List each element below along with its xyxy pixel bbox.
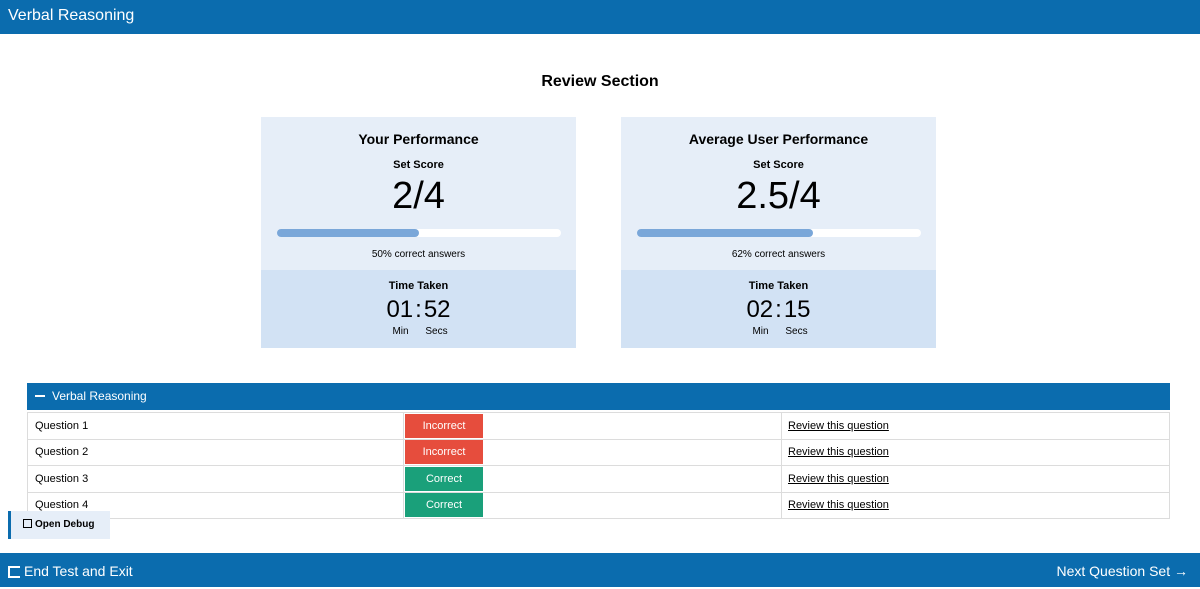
minus-icon	[35, 394, 45, 397]
external-window-icon	[23, 519, 32, 528]
score-panel: Your Performance Set Score 2/4 50% corre…	[261, 117, 576, 270]
time-minutes: 02	[746, 296, 774, 323]
time-seconds: 52	[423, 296, 451, 323]
table-row: Question 2 Incorrect Review this questio…	[27, 438, 1170, 466]
section-title: Verbal Reasoning	[52, 389, 147, 403]
exit-door-icon	[8, 566, 20, 578]
footer-bar: End Test and Exit Next Question Set →	[0, 553, 1200, 587]
next-question-set-button[interactable]: Next Question Set →	[1056, 553, 1188, 589]
percent-correct-text: 50% correct answers	[371, 249, 466, 260]
time-panel: Time Taken 02:15 Min Secs	[621, 270, 936, 348]
time-panel: Time Taken 01:52 Min Secs	[261, 270, 576, 348]
time-value: 02:15	[621, 296, 936, 324]
time-units: Min Secs	[621, 326, 936, 337]
open-debug-button[interactable]: Open Debug	[8, 511, 110, 539]
app-title: Verbal Reasoning	[8, 7, 135, 24]
minutes-unit-label: Min	[752, 326, 769, 337]
end-test-button[interactable]: End Test and Exit	[8, 553, 133, 589]
time-separator: :	[775, 296, 782, 323]
time-seconds: 15	[783, 296, 811, 323]
card-title: Average User Performance	[688, 131, 869, 147]
review-question-link[interactable]: Review this question	[788, 419, 889, 432]
review-question-link[interactable]: Review this question	[788, 472, 889, 485]
your-performance-card: Your Performance Set Score 2/4 50% corre…	[261, 117, 576, 348]
score-panel: Average User Performance Set Score 2.5/4…	[621, 117, 936, 270]
progress-bar	[277, 229, 561, 237]
questions-table: Question 1 Incorrect Review this questio…	[27, 412, 1170, 519]
minutes-unit-label: Min	[392, 326, 409, 337]
question-name: Question 3	[27, 465, 404, 493]
section-accordion-header[interactable]: Verbal Reasoning	[27, 383, 1170, 410]
time-value: 01:52	[261, 296, 576, 324]
seconds-unit-label: Secs	[785, 326, 808, 337]
question-name: Question 2	[27, 438, 404, 466]
end-test-label: End Test and Exit	[24, 563, 133, 579]
time-minutes: 01	[386, 296, 414, 323]
review-question-link[interactable]: Review this question	[788, 446, 889, 459]
review-question-link[interactable]: Review this question	[788, 499, 889, 512]
arrow-right-icon: →	[1174, 563, 1188, 579]
open-debug-label: Open Debug	[35, 519, 95, 530]
set-score-value: 2/4	[392, 175, 445, 217]
set-score-label: Set Score	[753, 159, 804, 171]
card-title: Your Performance	[358, 131, 479, 147]
time-units: Min Secs	[261, 326, 576, 337]
set-score-value: 2.5/4	[736, 175, 821, 217]
review-section-title: Review Section	[541, 73, 659, 90]
time-separator: :	[415, 296, 422, 323]
status-badge: Incorrect	[405, 413, 483, 438]
table-row: Question 4 Correct Review this question	[27, 491, 1170, 519]
table-row: Question 1 Incorrect Review this questio…	[27, 412, 1170, 440]
progress-bar	[637, 229, 921, 237]
time-taken-label: Time Taken	[748, 280, 809, 292]
table-row: Question 3 Correct Review this question	[27, 465, 1170, 493]
progress-fill	[637, 229, 814, 237]
seconds-unit-label: Secs	[425, 326, 448, 337]
percent-correct-text: 62% correct answers	[731, 249, 826, 260]
status-badge: Correct	[405, 493, 483, 518]
app-header: Verbal Reasoning	[0, 0, 1200, 34]
set-score-label: Set Score	[393, 159, 444, 171]
question-name: Question 1	[27, 412, 404, 440]
average-performance-card: Average User Performance Set Score 2.5/4…	[621, 117, 936, 348]
progress-fill	[277, 229, 419, 237]
status-badge: Correct	[405, 466, 483, 491]
next-set-label: Next Question Set	[1056, 563, 1171, 579]
status-badge: Incorrect	[405, 440, 483, 465]
time-taken-label: Time Taken	[388, 280, 449, 292]
